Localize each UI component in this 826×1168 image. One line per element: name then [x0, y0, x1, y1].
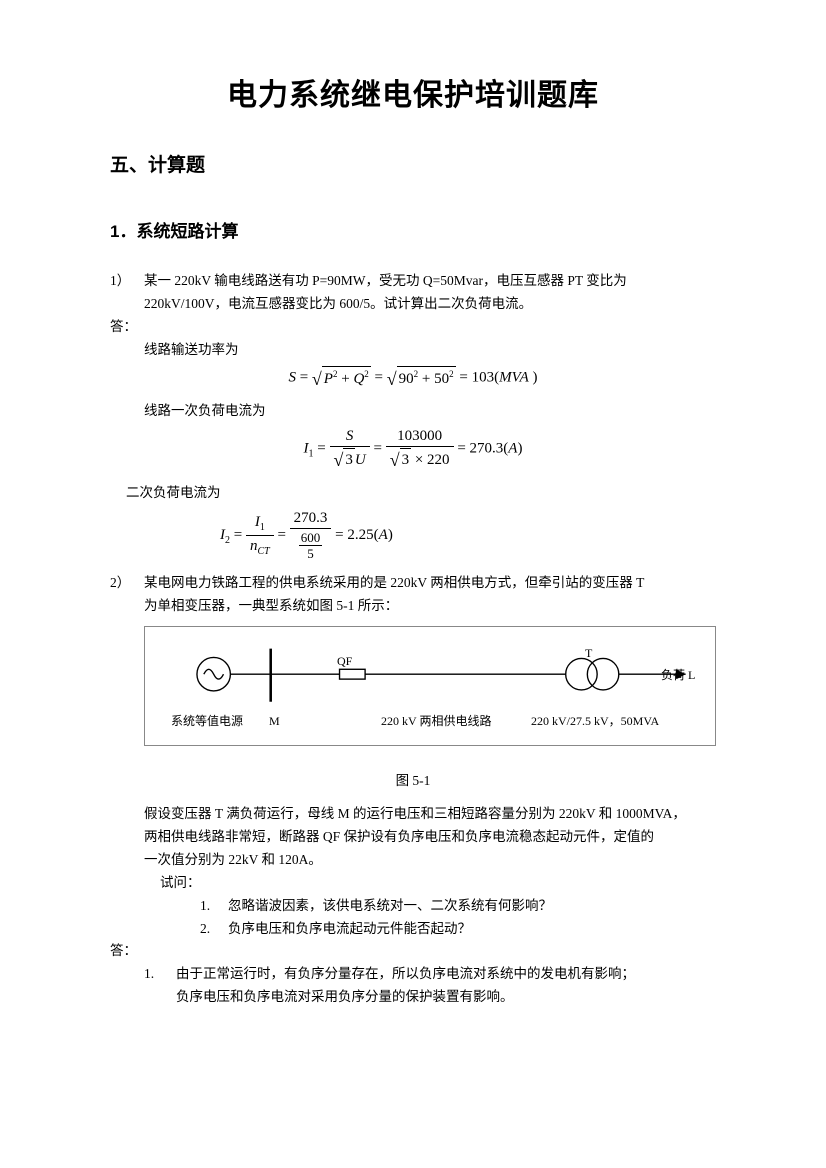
transformer-rating: 220 kV/27.5 kV，50MVA — [531, 711, 659, 731]
answer-label: 答： — [110, 940, 716, 963]
q1-step-b: 线路一次负荷电流为 — [144, 400, 716, 423]
bus-m-label: M — [269, 711, 280, 731]
source-label: 系统等值电源 — [171, 711, 243, 731]
q2-line2: 为单相变压器，一典型系统如图 5-1 所示： — [144, 598, 398, 613]
q2-sub2-text: 负序电压和负序电流起动元件能否起动？ — [228, 918, 471, 941]
line-label: 220 kV 两相供电线路 — [381, 711, 491, 731]
equation-1: S = √ P2 + Q2 = √ 902 + 502 = 103(MVA ) — [110, 366, 716, 391]
transformer-t-label: T — [585, 643, 592, 663]
q2-sub-1: 1. 忽略谐波因素，该供电系统对一、二次系统有何影响？ — [200, 895, 716, 918]
figure-caption: 图 5-1 — [110, 770, 716, 793]
q2-a1-line1: 由于正常运行时，有负序分量存在，所以负序电流对系统中的发电机有影响； — [176, 963, 716, 986]
eq1-p: P — [324, 371, 333, 387]
q1-step-a: 线路输送功率为 — [144, 339, 716, 362]
figure-5-1: 系统等值电源 M QF 220 kV 两相供电线路 T 220 kV/27.5 … — [144, 626, 716, 746]
eq3-unit: A — [379, 527, 388, 543]
q2-line1: 某电网电力铁路工程的供电系统采用的是 220kV 两相供电方式，但牵引站的变压器… — [144, 575, 644, 590]
eq2-result: 270.3 — [470, 441, 504, 457]
q2-a1-line2: 负序电压和负序电流对采用负序分量的保护装置有影响。 — [176, 986, 716, 1009]
q2-body: 假设变压器 T 满负荷运行，母线 M 的运行电压和三相短路容量分别为 220kV… — [144, 803, 716, 872]
eq1-result: 103 — [472, 369, 495, 385]
load-label: 负荷 L — [661, 665, 695, 685]
subsection-heading: 1．系统短路计算 — [110, 217, 716, 242]
question-text: 某一 220kV 输电线路送有功 P=90MW，受无功 Q=50Mvar，电压互… — [144, 270, 716, 316]
document-page: 电力系统继电保护培训题库 五、计算题 1．系统短路计算 1） 某一 220kV … — [0, 0, 826, 1168]
q1-line1: 某一 220kV 输电线路送有功 P=90MW，受无功 Q=50Mvar，电压互… — [144, 273, 627, 288]
qf-label: QF — [337, 651, 352, 671]
eq1-q: Q — [353, 371, 364, 387]
body-content: 1） 某一 220kV 输电线路送有功 P=90MW，受无功 Q=50Mvar，… — [110, 270, 716, 1009]
question-2: 2） 某电网电力铁路工程的供电系统采用的是 220kV 两相供电方式，但牵引站的… — [110, 572, 716, 618]
eq1-lhs: S — [288, 369, 296, 385]
question-text: 某电网电力铁路工程的供电系统采用的是 220kV 两相供电方式，但牵引站的变压器… — [144, 572, 716, 618]
q2-sub1-text: 忽略谐波因素，该供电系统对一、二次系统有何影响？ — [228, 895, 552, 918]
equation-3: I2 = I1nCT = 270.36005 = 2.25(A) — [220, 509, 716, 562]
q2-ask-label: 试问： — [160, 872, 716, 895]
question-number: 1） — [110, 270, 144, 316]
eq1-unit: MVA — [499, 369, 529, 385]
q2-sub-2: 2. 负序电压和负序电流起动元件能否起动？ — [200, 918, 716, 941]
answer-label: 答： — [110, 316, 716, 339]
q2-answer-1: 1. 由于正常运行时，有负序分量存在，所以负序电流对系统中的发电机有影响； — [144, 963, 716, 986]
q1-line2: 220kV/100V，电流互感器变比为 600/5。试计算出二次负荷电流。 — [144, 296, 532, 311]
question-number: 2） — [110, 572, 144, 618]
page-title: 电力系统继电保护培训题库 — [110, 70, 716, 114]
question-1: 1） 某一 220kV 输电线路送有功 P=90MW，受无功 Q=50Mvar，… — [110, 270, 716, 316]
eq3-result: 2.25 — [347, 527, 373, 543]
q2-body-2: 两相供电线路非常短，断路器 QF 保护设有负序电压和负序电流稳态起动元件，定值的 — [144, 829, 654, 844]
q2-body-3: 一次值分别为 22kV 和 120A。 — [144, 852, 322, 867]
q1-step-c: 二次负荷电流为 — [126, 482, 716, 505]
equation-2: I1 = S√3U = 103000√3 × 220 = 270.3(A) — [110, 427, 716, 472]
section-heading: 五、计算题 — [110, 150, 716, 177]
q2-body-1: 假设变压器 T 满负荷运行，母线 M 的运行电压和三相短路容量分别为 220kV… — [144, 806, 686, 821]
